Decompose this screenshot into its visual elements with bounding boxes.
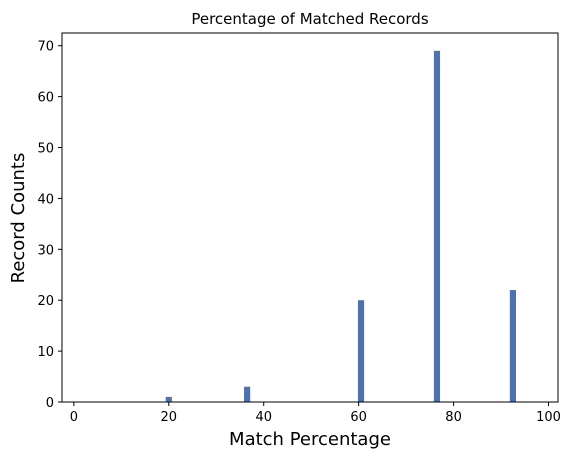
x-tick-label: 40 bbox=[255, 410, 272, 425]
y-axis-ticks: 0 10 20 30 40 50 60 70 bbox=[37, 40, 62, 411]
y-tick-label: 10 bbox=[37, 345, 54, 360]
y-tick-label: 70 bbox=[37, 40, 54, 55]
x-tick-label: 0 bbox=[70, 410, 78, 425]
y-tick-label: 60 bbox=[37, 91, 54, 106]
y-tick-label: 20 bbox=[37, 294, 54, 309]
bar bbox=[244, 386, 251, 402]
bars-layer bbox=[165, 50, 516, 403]
x-axis-label: Match Percentage bbox=[229, 429, 391, 450]
bar bbox=[165, 396, 172, 402]
bar bbox=[433, 50, 441, 403]
y-axis-label: Record Counts bbox=[8, 153, 29, 284]
y-tick-label: 40 bbox=[37, 192, 54, 207]
plot-frame bbox=[61, 32, 559, 403]
y-tick-label: 50 bbox=[37, 142, 54, 157]
y-tick-label: 0 bbox=[46, 396, 54, 411]
x-tick-label: 80 bbox=[445, 410, 462, 425]
y-tick-label: 30 bbox=[37, 243, 54, 258]
bar bbox=[357, 300, 365, 402]
x-tick-label: 60 bbox=[350, 410, 367, 425]
x-axis-ticks: 0 20 40 60 80 100 bbox=[70, 402, 561, 425]
x-tick-label: 100 bbox=[536, 410, 561, 425]
chart-title: Percentage of Matched Records bbox=[191, 10, 428, 28]
x-tick-label: 20 bbox=[161, 410, 178, 425]
bar bbox=[509, 290, 516, 402]
